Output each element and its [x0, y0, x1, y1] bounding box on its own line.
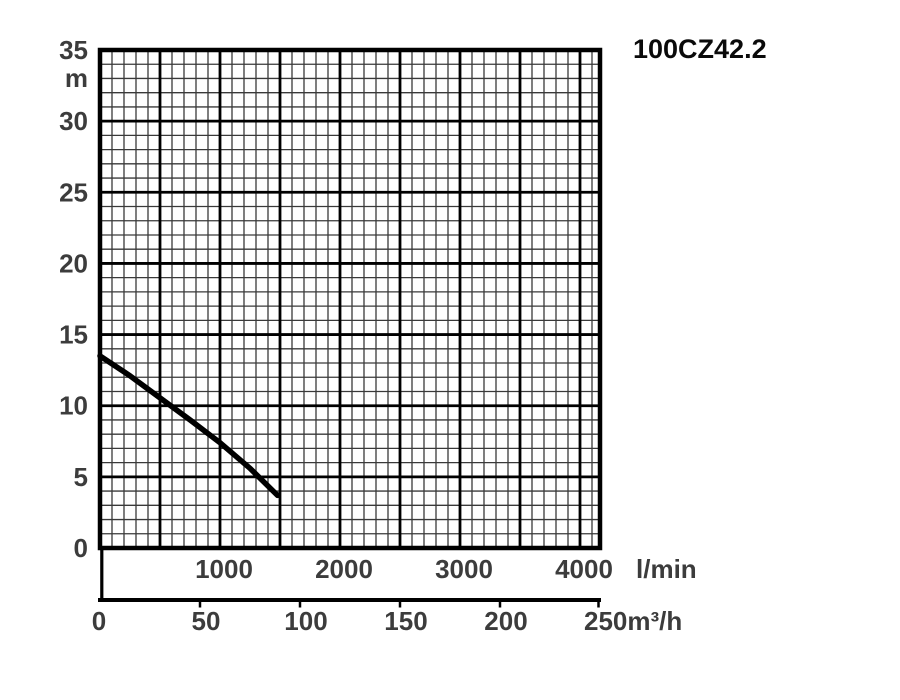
x-axis-m3h-labels: 0 50 100 150 200 250m³/h	[92, 606, 683, 636]
pump-head-curve	[97, 353, 281, 499]
x-lmin-axis-unit: l/min	[636, 554, 697, 584]
x-m3h-tick-label: 100	[284, 606, 327, 636]
x-lmin-tick-label: 1000	[195, 554, 253, 584]
y-axis-unit: m	[65, 63, 88, 93]
x-lmin-tick-label: 2000	[315, 554, 373, 584]
x-m3h-tick-label: 0	[92, 606, 106, 636]
y-tick-label: 0	[74, 533, 88, 563]
plot-border	[97, 47, 603, 551]
y-tick-label: 5	[74, 462, 88, 492]
x-m3h-tick-label: 200	[484, 606, 527, 636]
y-tick-label: 30	[59, 106, 88, 136]
x-m3h-tick-label: 250	[584, 606, 627, 636]
y-tick-label: 25	[59, 177, 88, 207]
chart-title: 100CZ42.2	[633, 34, 767, 64]
x-axis-lmin-labels: 1000 2000 3000 4000 l/min	[195, 554, 697, 584]
m3h-axis	[98, 548, 601, 608]
y-tick-label: 35	[59, 35, 88, 65]
grid-major	[100, 50, 600, 548]
grid-minor	[100, 50, 600, 548]
y-tick-label: 20	[59, 248, 88, 278]
y-axis-labels: 35 30 25 20 15 10 5 0 m	[59, 35, 88, 563]
x-m3h-tick-label: 50	[192, 606, 221, 636]
x-lmin-tick-label: 4000	[555, 554, 613, 584]
x-m3h-tick-label: 150	[384, 606, 427, 636]
x-m3h-axis-unit: m³/h	[627, 606, 682, 636]
y-tick-label: 15	[59, 320, 88, 350]
x-lmin-tick-label: 3000	[435, 554, 493, 584]
y-tick-label: 10	[59, 391, 88, 421]
x-m3h-last-label: 250m³/h	[584, 606, 682, 636]
